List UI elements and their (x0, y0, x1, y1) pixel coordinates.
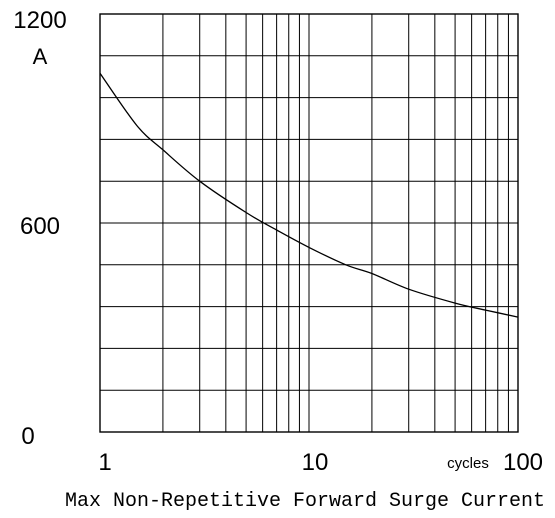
x-tick-label-100: 100 (503, 449, 543, 476)
grid-lines (100, 14, 518, 432)
y-tick-label-600: 600 (20, 213, 60, 240)
y-tick-label-0: 0 (21, 423, 34, 450)
plot-frame (99, 13, 519, 433)
y-axis-unit-label: A (33, 44, 48, 69)
chart-title: Max Non-Repetitive Forward Surge Current (65, 490, 545, 513)
x-axis-unit-label: cycles (447, 455, 489, 472)
x-tick-label-1: 1 (98, 449, 111, 476)
surge-current-curve (99, 72, 519, 318)
y-tick-label-1200: 1200 (13, 7, 66, 34)
x-tick-label-10: 10 (302, 449, 329, 476)
